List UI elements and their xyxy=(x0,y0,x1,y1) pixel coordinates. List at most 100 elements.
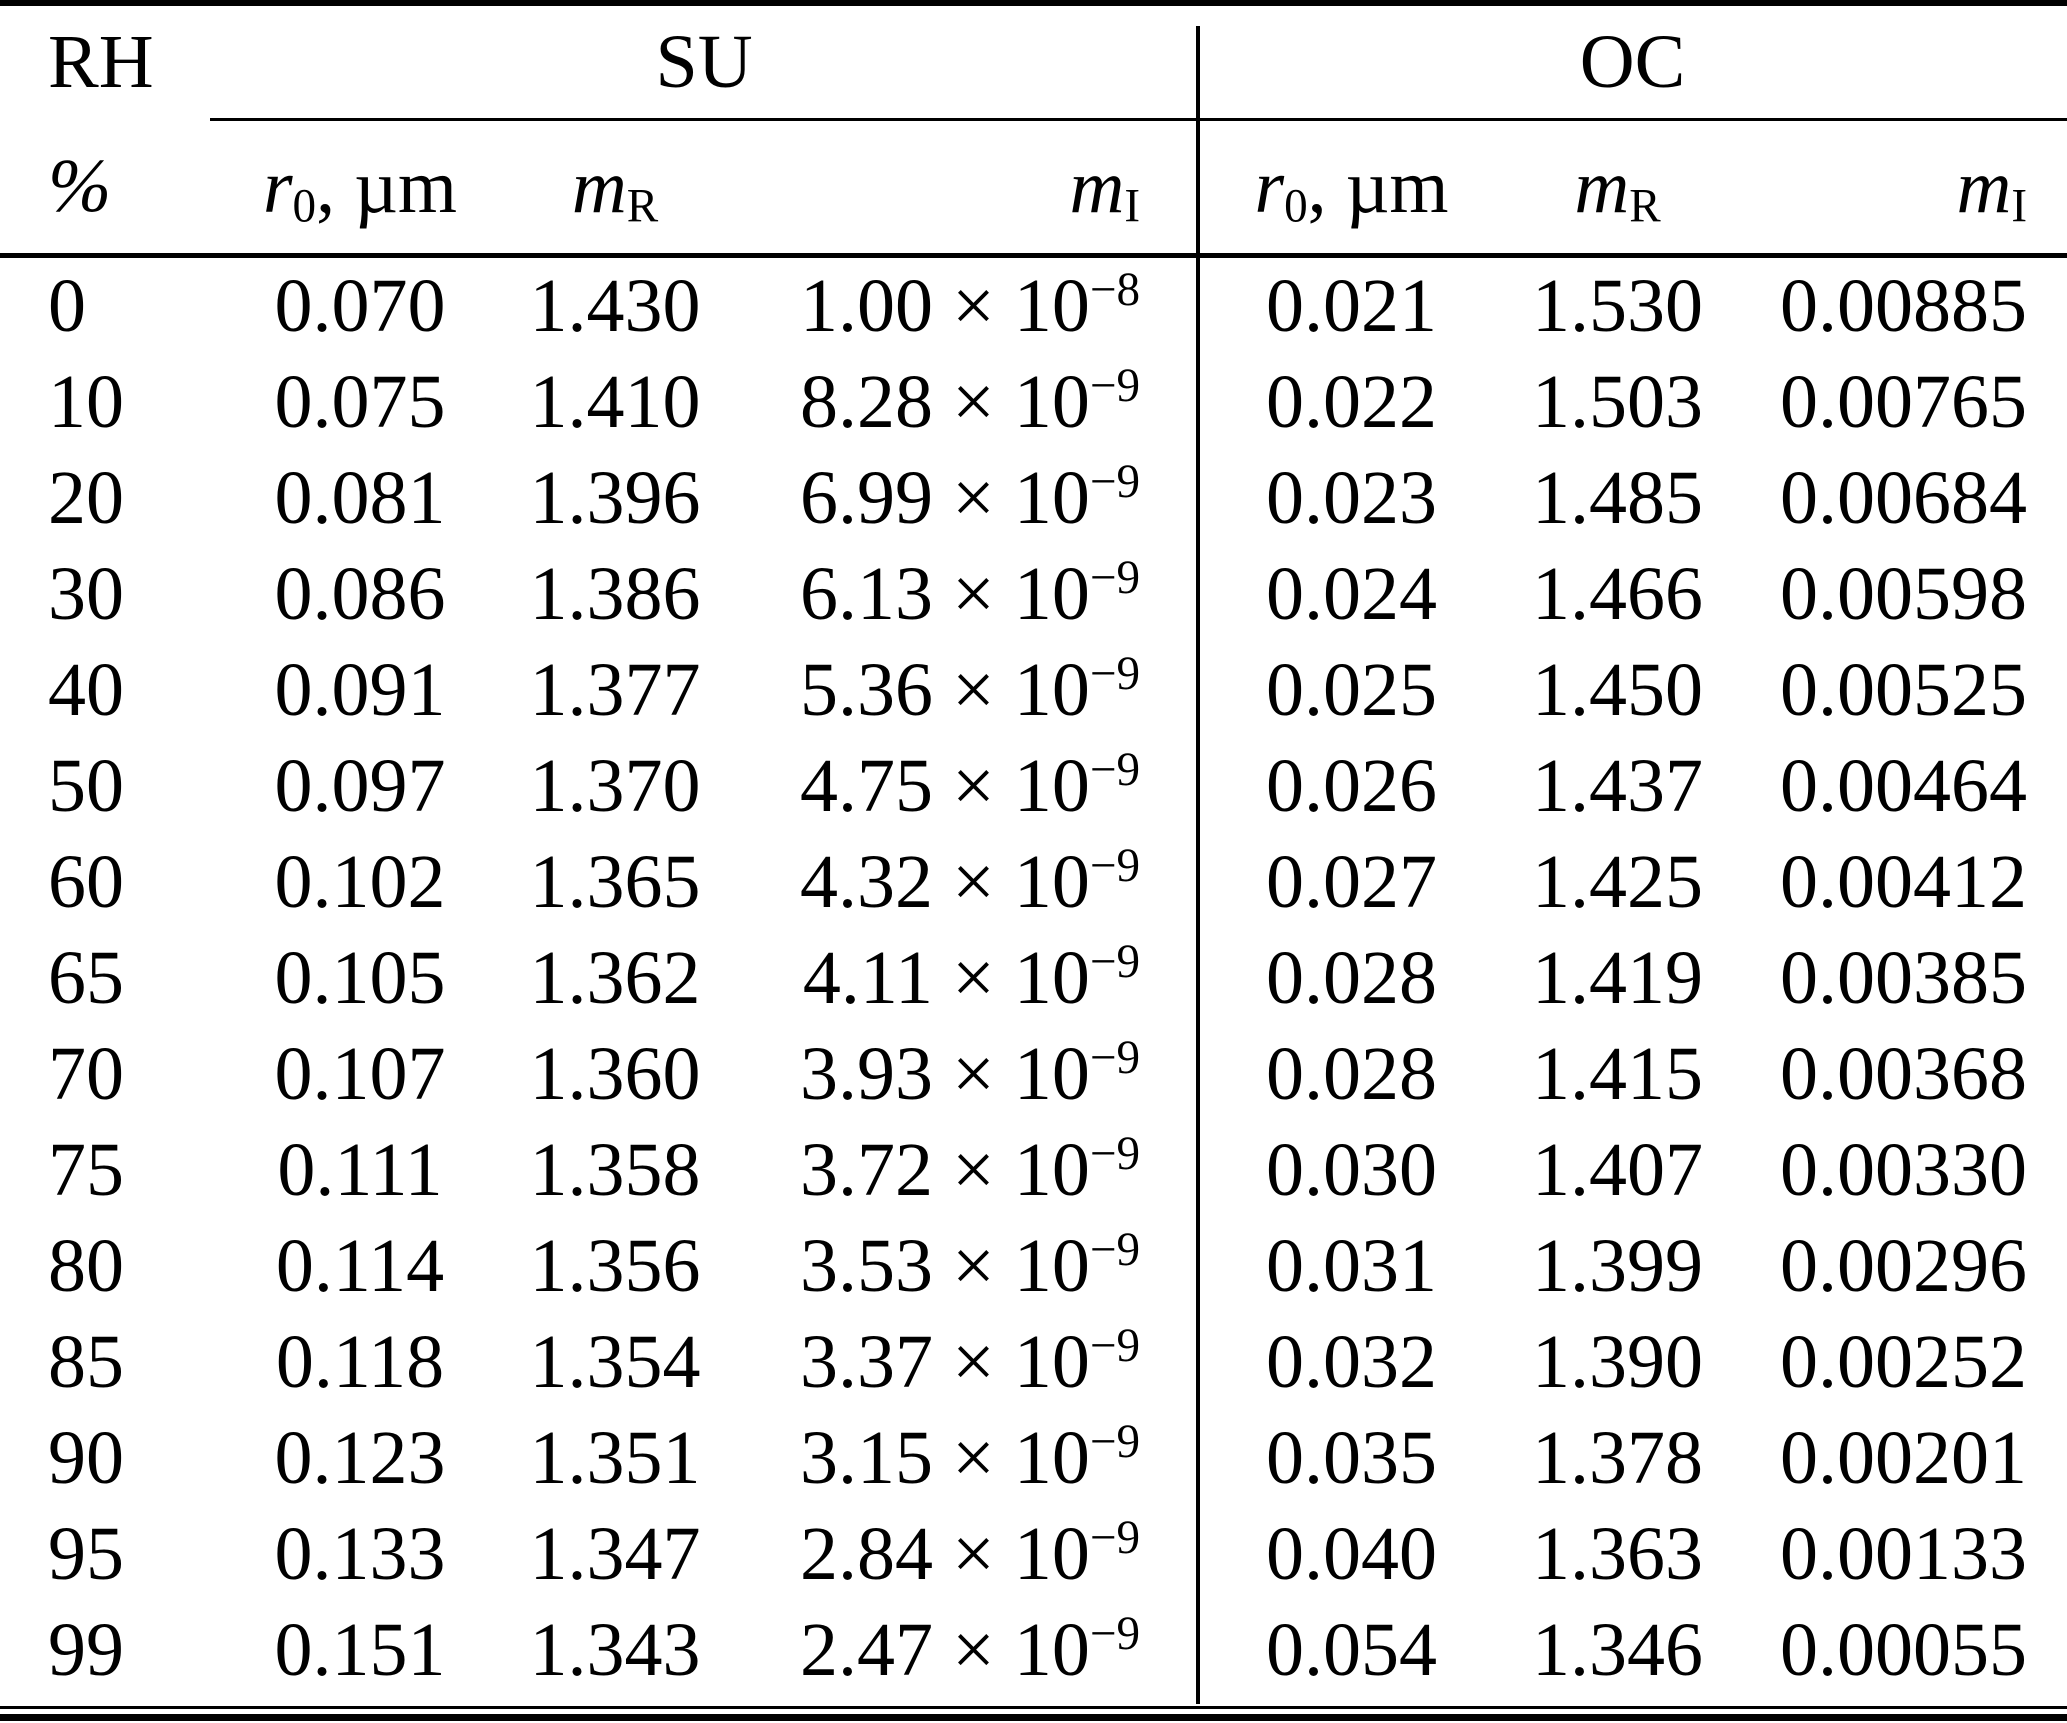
cell-su-r0: 0.102 xyxy=(274,839,446,924)
su-mi-coefficient: 6.13 xyxy=(800,551,934,636)
cell-su-mr: 1.377 xyxy=(529,647,701,732)
cell-oc-mi: 0.00368 xyxy=(1780,1031,2028,1116)
su-mi-exponent: −9 xyxy=(1089,647,1141,700)
cell-su-mr: 1.347 xyxy=(529,1511,701,1596)
mr-subscript: R xyxy=(1629,179,1661,232)
cell-su-mi: 6.99 × 10−9 xyxy=(720,450,1198,546)
cell-oc-r0: 0.023 xyxy=(1266,455,1438,540)
cell-oc-mi: 0.00055 xyxy=(1780,1607,2028,1692)
cell-su-mi: 3.53 × 10−9 xyxy=(720,1218,1198,1314)
cell-rh: 60 xyxy=(48,839,124,924)
times-ten: × 10 xyxy=(933,1223,1090,1308)
m-symbol: m xyxy=(1956,144,2012,229)
cell-su-r0: 0.097 xyxy=(274,743,446,828)
cell-oc-mr: 1.425 xyxy=(1532,839,1704,924)
cell-su-mi: 4.11 × 10−9 xyxy=(720,930,1198,1026)
cell-oc-r0: 0.024 xyxy=(1266,551,1438,636)
su-mi-coefficient: 8.28 xyxy=(800,359,934,444)
cell-rh: 65 xyxy=(48,935,124,1020)
cell-su-mr: 1.365 xyxy=(529,839,701,924)
cell-su-mi: 5.36 × 10−9 xyxy=(720,642,1198,738)
su-mi-exponent: −9 xyxy=(1089,1223,1141,1276)
cell-oc-mr: 1.530 xyxy=(1532,263,1704,348)
times-ten: × 10 xyxy=(933,455,1090,540)
su-mi-exponent: −9 xyxy=(1089,359,1141,412)
cell-oc-r0: 0.031 xyxy=(1266,1223,1438,1308)
cell-su-mi: 1.00 × 10−8 xyxy=(720,256,1198,355)
cell-su-mi: 4.75 × 10−9 xyxy=(720,738,1198,834)
cell-su-mi: 2.47 × 10−9 xyxy=(720,1602,1198,1698)
su-mi-coefficient: 4.11 xyxy=(802,935,934,1020)
cell-oc-r0: 0.027 xyxy=(1266,839,1438,924)
cell-oc-mr: 1.415 xyxy=(1532,1031,1704,1116)
cell-oc-r0: 0.040 xyxy=(1266,1511,1438,1596)
group-divider-line xyxy=(1196,26,1200,1704)
cell-oc-mi: 0.00885 xyxy=(1780,263,2028,348)
table-row: 10 0.075 1.410 8.28 × 10−9 0.022 1.503 0… xyxy=(0,354,2067,450)
cell-oc-mi: 0.00412 xyxy=(1780,839,2028,924)
subheader-row: % r0, µm mR mI r0, µm mR mI xyxy=(0,119,2067,258)
su-mi-exponent: −8 xyxy=(1089,263,1141,316)
su-mi-exponent: −9 xyxy=(1089,1511,1141,1564)
table-row: 40 0.091 1.377 5.36 × 10−9 0.025 1.450 0… xyxy=(0,642,2067,738)
cell-su-mr: 1.351 xyxy=(529,1415,701,1500)
cell-su-r0: 0.114 xyxy=(275,1223,445,1308)
su-mi-exponent: −9 xyxy=(1089,551,1141,604)
table-row: 75 0.111 1.358 3.72 × 10−9 0.030 1.407 0… xyxy=(0,1122,2067,1218)
table-row: 70 0.107 1.360 3.93 × 10−9 0.028 1.415 0… xyxy=(0,1026,2067,1122)
table-row: 60 0.102 1.365 4.32 × 10−9 0.027 1.425 0… xyxy=(0,834,2067,930)
cell-oc-mi: 0.00765 xyxy=(1780,359,2028,444)
table-row: 80 0.114 1.356 3.53 × 10−9 0.031 1.399 0… xyxy=(0,1218,2067,1314)
cell-su-mi: 6.13 × 10−9 xyxy=(720,546,1198,642)
su-mi-coefficient: 3.53 xyxy=(800,1223,934,1308)
header-su-mr: mR xyxy=(510,119,720,258)
cell-su-mi: 8.28 × 10−9 xyxy=(720,354,1198,450)
times-ten: × 10 xyxy=(933,359,1090,444)
times-ten: × 10 xyxy=(933,1127,1090,1212)
mr-subscript: R xyxy=(626,179,659,232)
cell-oc-mi: 0.00598 xyxy=(1780,551,2028,636)
cell-su-r0: 0.091 xyxy=(274,647,446,732)
cell-oc-mi: 0.00133 xyxy=(1780,1511,2028,1596)
times-ten: × 10 xyxy=(933,1031,1090,1116)
header-oc-mr: mR xyxy=(1505,119,1731,258)
cell-rh: 75 xyxy=(48,1127,124,1212)
cell-su-r0: 0.081 xyxy=(274,455,446,540)
table-row: 0 0.070 1.430 1.00 × 10−8 0.021 1.530 0.… xyxy=(0,256,2067,355)
table-bottom-thin-rule xyxy=(0,1706,2067,1709)
cell-oc-r0: 0.030 xyxy=(1266,1127,1438,1212)
cell-su-r0: 0.105 xyxy=(274,935,446,1020)
r0-subscript: 0 xyxy=(1284,179,1308,232)
su-mi-coefficient: 3.15 xyxy=(800,1415,934,1500)
times-ten: × 10 xyxy=(933,551,1090,636)
cell-oc-r0: 0.032 xyxy=(1266,1319,1438,1404)
su-mi-coefficient: 3.72 xyxy=(800,1127,934,1212)
table-row: 95 0.133 1.347 2.84 × 10−9 0.040 1.363 0… xyxy=(0,1506,2067,1602)
m-symbol: m xyxy=(571,144,627,229)
cell-oc-mi: 0.00385 xyxy=(1780,935,2028,1020)
m-symbol: m xyxy=(1069,144,1125,229)
table-row: 20 0.081 1.396 6.99 × 10−9 0.023 1.485 0… xyxy=(0,450,2067,546)
cell-oc-mr: 1.503 xyxy=(1532,359,1704,444)
r0-unit: , µm xyxy=(316,144,458,229)
cell-oc-r0: 0.028 xyxy=(1266,935,1438,1020)
cell-su-mi: 3.15 × 10−9 xyxy=(720,1410,1198,1506)
header-rh-unit: % xyxy=(0,119,210,258)
cell-oc-r0: 0.026 xyxy=(1266,743,1438,828)
cell-oc-r0: 0.054 xyxy=(1266,1607,1438,1692)
cell-rh: 50 xyxy=(48,743,124,828)
header-oc-mi: mI xyxy=(1730,119,2067,258)
cell-su-r0: 0.111 xyxy=(277,1127,443,1212)
r0-subscript: 0 xyxy=(292,179,317,232)
cell-su-r0: 0.123 xyxy=(274,1415,446,1500)
cell-oc-mi: 0.00684 xyxy=(1780,455,2028,540)
table-row: 99 0.151 1.343 2.47 × 10−9 0.054 1.346 0… xyxy=(0,1602,2067,1698)
cell-oc-mr: 1.485 xyxy=(1532,455,1704,540)
times-ten: × 10 xyxy=(933,839,1090,924)
cell-rh: 0 xyxy=(48,263,86,348)
su-mi-exponent: −9 xyxy=(1089,1415,1141,1468)
cell-su-mr: 1.410 xyxy=(529,359,701,444)
mi-subscript: I xyxy=(2011,179,2028,232)
header-oc-r0: r0, µm xyxy=(1198,119,1506,258)
